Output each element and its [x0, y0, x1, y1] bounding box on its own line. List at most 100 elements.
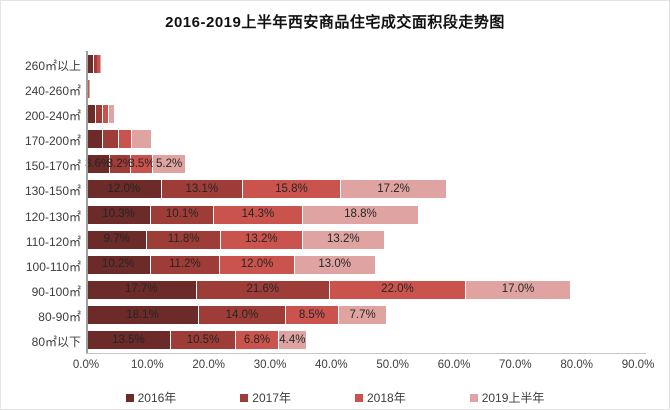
- category-label: 240-260㎡: [24, 83, 81, 98]
- x-tick-label: 60.0%: [437, 359, 471, 371]
- bar-segment: [87, 130, 102, 149]
- legend-item: 2016年: [125, 389, 177, 406]
- legend-label: 2017年: [252, 391, 291, 405]
- data-label: 13.0%: [318, 258, 351, 271]
- bar-row: 3.6% 3.2% 3.5% 5.2%: [84, 155, 186, 174]
- data-label: 3.5%: [128, 157, 155, 170]
- data-label: 18.1%: [126, 308, 159, 321]
- x-axis-line: [86, 353, 646, 354]
- data-label: 6.8%: [243, 333, 271, 346]
- data-label: 12.0%: [240, 258, 274, 271]
- bar-segment: 11.2%: [150, 255, 220, 274]
- bar-segment: [96, 54, 100, 73]
- bar-row: 10.2% 11.2% 12.0% 13.0%: [87, 255, 376, 274]
- data-label: 17.2%: [377, 182, 410, 195]
- bar-row: [87, 104, 115, 123]
- bar-segment: 9.7%: [87, 230, 147, 249]
- data-label: 11.8%: [167, 233, 200, 246]
- bar-segment: [88, 79, 89, 98]
- bar-segment: 17.2%: [340, 180, 447, 199]
- data-label: 15.8%: [275, 182, 308, 195]
- bar-row: 10.3% 10.1% 14.3% 18.8%: [87, 205, 419, 224]
- bar-segment: 8.5%: [285, 306, 338, 325]
- bar-segment: [87, 79, 89, 98]
- legend-label: 2018年: [367, 391, 406, 405]
- data-label: 13.2%: [326, 233, 360, 246]
- bar-segment: 18.8%: [302, 205, 419, 224]
- category-label: 260㎡以上: [24, 58, 81, 73]
- bar-segment: 6.8%: [236, 331, 278, 350]
- data-label: 10.5%: [186, 333, 220, 346]
- bar-segment: [95, 104, 103, 123]
- bar-segment: [102, 130, 119, 149]
- bar-segment: 13.1%: [161, 180, 242, 199]
- chart-title: 2016-2019上半年西安商品住宅成交面积段走势图: [165, 14, 505, 31]
- legend-item: 2019上半年: [469, 389, 544, 406]
- legend-item: 2018年: [355, 389, 406, 406]
- bar-segment: 10.5%: [170, 331, 236, 350]
- data-label: 18.8%: [344, 207, 377, 220]
- legend-item: 2017年: [240, 389, 291, 406]
- bar-row: 13.5% 10.5% 6.8% 4.4%: [87, 331, 307, 350]
- bar-segment: 15.8%: [242, 180, 340, 199]
- bar-segment: 14.0%: [199, 306, 285, 325]
- x-tick-label: 80.0%: [560, 359, 593, 371]
- x-tick-label: 0.0%: [72, 359, 100, 371]
- bar-segment: [88, 79, 90, 98]
- data-label: 10.3%: [102, 207, 135, 220]
- bar-row: 12.0% 13.1% 15.8% 17.2%: [87, 180, 447, 199]
- y-axis-line: [86, 51, 88, 353]
- data-label: 12.0%: [107, 182, 141, 195]
- data-label: 13.5%: [112, 333, 145, 346]
- category-label: 150-170㎡: [24, 159, 81, 174]
- bar-segment: 13.2%: [220, 230, 302, 249]
- bar-row: 17.7% 21.6% 22.0% 17.0%: [87, 281, 571, 300]
- legend-marker-icon: [125, 393, 134, 402]
- data-label: 9.7%: [103, 233, 130, 246]
- data-label: 7.7%: [349, 308, 376, 321]
- legend-marker-icon: [355, 393, 363, 402]
- bar-segment: 11.8%: [147, 230, 220, 249]
- bar-segment: 12.0%: [220, 255, 294, 274]
- bar-row: [87, 54, 101, 73]
- legend-marker-icon: [469, 393, 478, 402]
- data-label: 11.2%: [169, 258, 201, 271]
- bar-segment: 10.3%: [87, 205, 151, 224]
- bar-segment: [103, 104, 108, 123]
- data-label: 3.6%: [84, 157, 112, 170]
- bar-segment: 4.4%: [278, 331, 306, 350]
- x-tick-label: 50.0%: [376, 359, 409, 371]
- bar-row: 9.7% 11.8% 13.2% 13.2%: [87, 230, 385, 249]
- x-tick-label: 70.0%: [499, 359, 532, 371]
- data-label: 14.0%: [225, 308, 259, 321]
- data-label: 21.6%: [246, 283, 280, 296]
- data-label: 10.2%: [101, 258, 135, 271]
- data-label: 13.1%: [185, 182, 219, 195]
- category-label: 200-240㎡: [24, 108, 81, 123]
- data-label: 8.5%: [298, 308, 326, 321]
- bar-segment: 13.2%: [302, 230, 384, 249]
- bar-segment: 3.5%: [128, 155, 155, 174]
- category-label: 100-110㎡: [25, 259, 81, 274]
- bar-segment: [119, 130, 132, 149]
- bar-row: 18.1% 14.0% 8.5% 7.7%: [87, 306, 387, 325]
- x-tick-label: 40.0%: [315, 359, 348, 371]
- data-label: 17.0%: [501, 283, 535, 296]
- category-label: 80-90㎡: [38, 310, 81, 325]
- bar-segment: 17.7%: [87, 281, 196, 300]
- bar-segment: 22.0%: [330, 281, 465, 300]
- category-label: 110-120㎡: [25, 234, 81, 249]
- bar-segment: 7.7%: [338, 306, 387, 325]
- category-label: 170-200㎡: [24, 134, 81, 149]
- x-tick-label: 90.0%: [621, 359, 655, 371]
- x-tick-label: 20.0%: [192, 359, 225, 371]
- bar-segment: 18.1%: [87, 306, 198, 325]
- bar-segment: 3.6%: [84, 155, 112, 174]
- bar-segment: [109, 104, 114, 123]
- bar-segment: 5.2%: [153, 155, 186, 174]
- legend-label: 2016年: [137, 391, 177, 405]
- x-tick-label: 30.0%: [253, 359, 287, 371]
- data-label: 22.0%: [381, 283, 414, 296]
- bar-segment: 14.3%: [214, 205, 302, 224]
